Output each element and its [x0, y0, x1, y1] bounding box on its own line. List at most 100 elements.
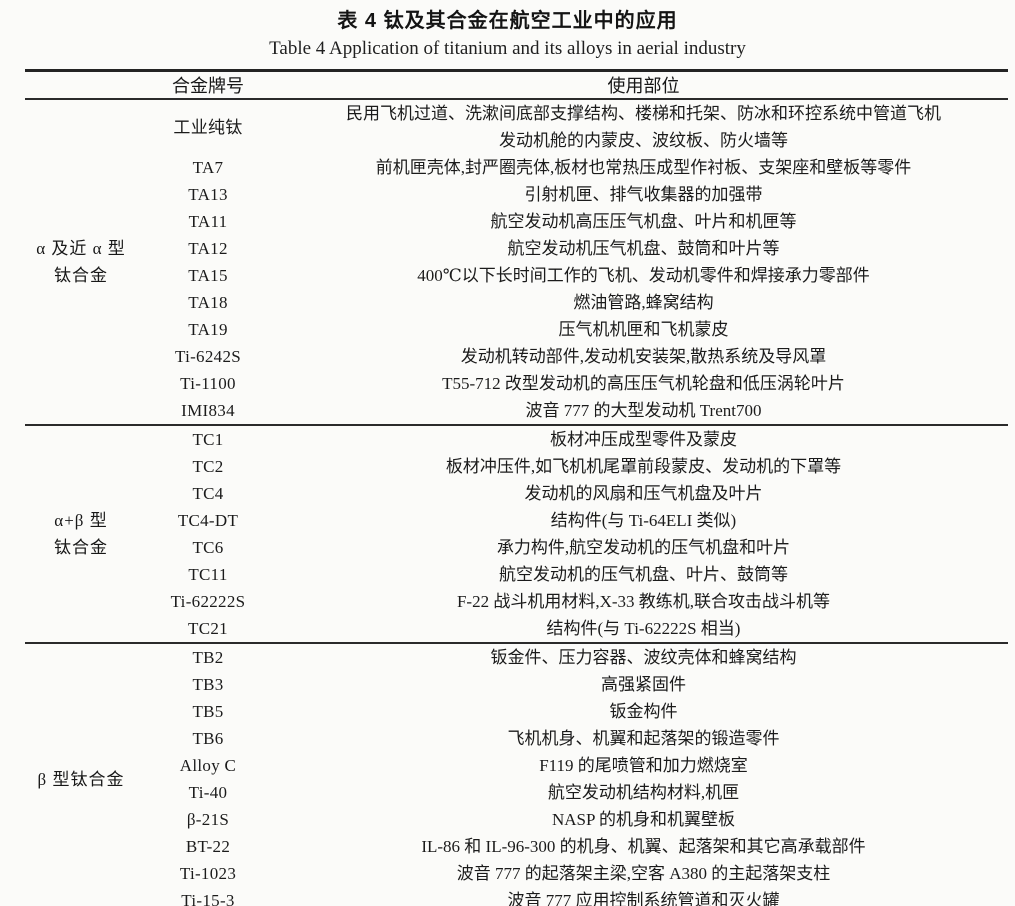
alloy-grade-cell: Ti-15-3: [181, 891, 235, 906]
table-row: TC2 板材冲压件,如飞机机尾罩前段蒙皮、发动机的下罩等: [25, 453, 1008, 480]
usage-cell: F119 的尾喷管和加力燃烧室: [279, 752, 1008, 779]
alloy-grade-cell: TB2: [192, 648, 224, 667]
table-row: TC4 发动机的风扇和压气机盘及叶片: [25, 480, 1008, 507]
usage-cell: 引射机匣、排气收集器的加强带: [279, 181, 1008, 208]
usage-cell: NASP 的机身和机翼壁板: [279, 806, 1008, 833]
usage-line: 民用飞机过道、洗漱间底部支撑结构、楼梯和托架、防冰和环控系统中管道飞机: [346, 104, 941, 123]
alloy-grade-cell: TC1: [192, 430, 224, 449]
usage-cell: IL-86 和 IL-96-300 的机身、机翼、起落架和其它高承载部件: [279, 833, 1008, 860]
alloy-grade-cell: IMI834: [181, 401, 235, 420]
table-row: α+β 型钛合金 TC1 板材冲压成型零件及蒙皮: [25, 425, 1008, 557]
usage-cell: 航空发动机的压气机盘、叶片、鼓筒等: [279, 561, 1008, 588]
group-label: β 型钛合金: [25, 643, 137, 906]
usage-cell: 钣金构件: [279, 698, 1008, 725]
usage-line: 航空发动机高压压气机盘、叶片和机匣等: [490, 212, 797, 231]
alloy-grade-cell: TA19: [188, 320, 228, 339]
table-row: TC21 结构件(与 Ti-62222S 相当): [25, 615, 1008, 643]
usage-line: F119 的尾喷管和加力燃烧室: [539, 756, 748, 775]
alloy-grade-cell: TC4-DT: [177, 511, 239, 530]
usage-line: 波音 777 的起落架主梁,空客 A380 的主起落架支柱: [456, 864, 831, 883]
usage-line: 高强紧固件: [601, 675, 686, 694]
table-title-zh: 表 4 钛及其合金在航空工业中的应用: [337, 10, 678, 32]
alloy-grade-cell: TA11: [188, 212, 228, 231]
alloy-grade-cell: β-21S: [186, 810, 230, 829]
usage-line: 板材冲压件,如飞机机尾罩前段蒙皮、发动机的下罩等: [445, 457, 842, 476]
table-row: TA19 压气机机匣和飞机蒙皮: [25, 316, 1008, 343]
alloy-group-1: α+β 型钛合金 TC1 板材冲压成型零件及蒙皮 TC2 板材冲压件,如飞机机尾罩前段蒙…: [25, 425, 1008, 643]
alloy-grade-cell: TC6: [192, 538, 224, 557]
table-row: TC4-DT 结构件(与 Ti-64ELI 类似): [25, 507, 1008, 534]
usage-cell: 板材冲压成型零件及蒙皮: [279, 425, 1008, 453]
usage-cell: 航空发动机高压压气机盘、叶片和机匣等: [279, 208, 1008, 235]
usage-cell: 板材冲压件,如飞机机尾罩前段蒙皮、发动机的下罩等: [279, 453, 1008, 480]
alloy-grade-cell: TB5: [192, 702, 224, 721]
usage-cell: 压气机机匣和飞机蒙皮: [279, 316, 1008, 343]
table-title-en: Table 4 Application of titanium and its …: [269, 38, 746, 59]
usage-line: 波音 777 应用控制系统管道和灭火罐: [507, 891, 780, 906]
usage-cell: T55-712 改型发动机的高压压气机轮盘和低压涡轮叶片: [279, 370, 1008, 397]
usage-cell: 400℃以下长时间工作的飞机、发动机零件和焊接承力零部件: [279, 262, 1008, 289]
usage-line: 承力构件,航空发动机的压气机盘和叶片: [496, 538, 791, 557]
alloy-grade-cell: TA13: [188, 185, 228, 204]
table-row: TA7 前机匣壳体,封严圈壳体,板材也常热压成型作衬板、支架座和壁板等零件: [25, 154, 1008, 181]
usage-line: 结构件(与 Ti-62222S 相当): [546, 619, 741, 638]
usage-line: 板材冲压成型零件及蒙皮: [550, 430, 737, 449]
usage-cell: 承力构件,航空发动机的压气机盘和叶片: [279, 534, 1008, 561]
table-row: Alloy C F119 的尾喷管和加力燃烧室: [25, 752, 1008, 779]
usage-cell: 波音 777 应用控制系统管道和灭火罐: [279, 887, 1008, 906]
table-row: TA15 400℃以下长时间工作的飞机、发动机零件和焊接承力零部件: [25, 262, 1008, 289]
table-row: TB6 飞机机身、机翼和起落架的锻造零件: [25, 725, 1008, 752]
usage-cell: 飞机机身、机翼和起落架的锻造零件: [279, 725, 1008, 752]
usage-line: 前机匣壳体,封严圈壳体,板材也常热压成型作衬板、支架座和壁板等零件: [375, 158, 912, 177]
alloy-grade-cell: 工业纯钛: [173, 117, 243, 137]
usage-line: NASP 的机身和机翼壁板: [551, 810, 736, 829]
table-row: Ti-6242S 发动机转动部件,发动机安装架,散热系统及导风罩: [25, 343, 1008, 370]
usage-cell: F-22 战斗机用材料,X-33 教练机,联合攻击战斗机等: [279, 588, 1008, 615]
usage-line: F-22 战斗机用材料,X-33 教练机,联合攻击战斗机等: [456, 592, 831, 611]
usage-line: 飞机机身、机翼和起落架的锻造零件: [507, 729, 780, 748]
table-row: Ti-1100 T55-712 改型发动机的高压压气机轮盘和低压涡轮叶片: [25, 370, 1008, 397]
usage-cell: 民用飞机过道、洗漱间底部支撑结构、楼梯和托架、防冰和环控系统中管道飞机 发动机舱的…: [279, 99, 1008, 154]
usage-line: 航空发动机压气机盘、鼓筒和叶片等: [507, 239, 780, 258]
group-label-line: 钛合金: [54, 538, 108, 557]
header-usage: 使用部位: [607, 76, 680, 96]
table-header: 合金牌号 使用部位: [25, 71, 1008, 99]
usage-line: 压气机机匣和飞机蒙皮: [558, 320, 729, 339]
usage-cell: 波音 777 的起落架主梁,空客 A380 的主起落架支柱: [279, 860, 1008, 887]
alloy-grade-cell: TA18: [188, 293, 228, 312]
header-row: 合金牌号 使用部位: [25, 71, 1008, 99]
usage-line: 波音 777 的大型发动机 Trent700: [525, 401, 762, 420]
alloy-grade-cell: Ti-1100: [180, 374, 236, 393]
table-row: β-21S NASP 的机身和机翼壁板: [25, 806, 1008, 833]
alloy-group-0: α 及近 α 型钛合金 工业纯钛 民用飞机过道、洗漱间底部支撑结构、楼梯和托架、防冰…: [25, 99, 1008, 425]
titanium-applications-table: 合金牌号 使用部位 α 及近 α 型钛合金 工业纯钛 民用飞机过道、洗漱间底部支撑结…: [25, 69, 1008, 906]
alloy-grade-cell: Ti-62222S: [170, 592, 246, 611]
alloy-grade-cell: TA12: [188, 239, 228, 258]
alloy-grade-cell: TC21: [188, 619, 228, 638]
table-row: IMI834 波音 777 的大型发动机 Trent700: [25, 397, 1008, 425]
group-label-line: β 型钛合金: [37, 769, 125, 789]
group-label: α 及近 α 型钛合金: [25, 99, 137, 425]
table-row: TC6 承力构件,航空发动机的压气机盘和叶片: [25, 534, 1008, 561]
alloy-grade-cell: BT-22: [185, 837, 231, 856]
table-row: Ti-40 航空发动机结构材料,机匣: [25, 779, 1008, 806]
usage-line: 发动机舱的内蒙皮、波纹板、防火墙等: [499, 131, 788, 150]
table-row: TA11 航空发动机高压压气机盘、叶片和机匣等: [25, 208, 1008, 235]
usage-cell: 发动机的风扇和压气机盘及叶片: [279, 480, 1008, 507]
usage-cell: 高强紧固件: [279, 671, 1008, 698]
table-row: α 及近 α 型钛合金 工业纯钛 民用飞机过道、洗漱间底部支撑结构、楼梯和托架、防冰…: [25, 99, 1008, 285]
usage-cell: 航空发动机压气机盘、鼓筒和叶片等: [279, 235, 1008, 262]
usage-line: 钣金构件: [609, 702, 678, 721]
usage-line: 航空发动机结构材料,机匣: [547, 783, 740, 802]
usage-line: 燃油管路,蜂窝结构: [573, 293, 714, 312]
table-row: β 型钛合金 TB2 钣金件、压力容器、波纹壳体和蜂窝结构: [25, 643, 1008, 789]
usage-line: 发动机的风扇和压气机盘及叶片: [524, 484, 763, 503]
alloy-grade-cell: Ti-40: [188, 783, 228, 802]
usage-line: IL-86 和 IL-96-300 的机身、机翼、起落架和其它高承载部件: [421, 837, 866, 856]
alloy-grade-cell: TA15: [188, 266, 228, 285]
group-label-line: 钛合金: [54, 266, 108, 285]
usage-line: 引射机匣、排气收集器的加强带: [524, 185, 763, 204]
usage-cell: 结构件(与 Ti-62222S 相当): [279, 615, 1008, 643]
usage-line: 发动机转动部件,发动机安装架,散热系统及导风罩: [460, 347, 827, 366]
